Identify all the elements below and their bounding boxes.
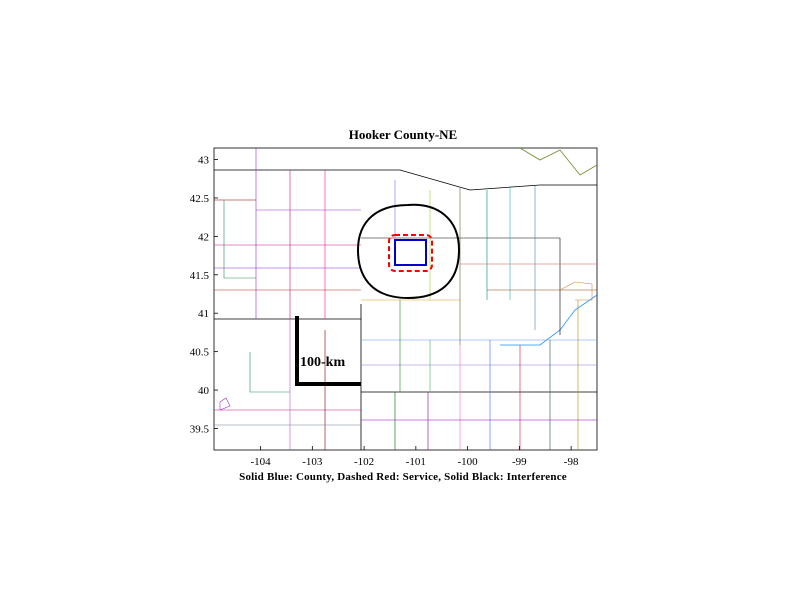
scale-bar-label: 100-km: [300, 355, 345, 370]
x-tick-label: -102: [354, 456, 374, 468]
county-boundary: [394, 239, 427, 266]
interference-contour: [356, 203, 461, 300]
y-tick-label: 41.5: [190, 270, 210, 282]
state-line: [214, 169, 597, 191]
y-tick-label: 39.5: [190, 423, 210, 435]
y-tick-label: 41: [198, 308, 209, 320]
x-tick-label: -104: [250, 456, 271, 468]
x-tick-label: -101: [406, 456, 426, 468]
county-grid: [214, 148, 597, 450]
x-tick-label: -100: [458, 456, 479, 468]
map-plot-area: 100-km: [213, 147, 598, 451]
county-line: [219, 397, 231, 411]
scale-bar: 100-km: [295, 316, 361, 386]
y-tick-label: 40.5: [190, 347, 210, 359]
x-tick-label: -99: [512, 456, 527, 468]
map-title: Hooker County-NE: [349, 127, 457, 142]
x-axis-ticks: -104 -103 -102 -101 -100 -99 -98: [250, 446, 579, 468]
county-line: [559, 281, 593, 301]
county-line: [361, 237, 561, 335]
y-tick-label: 43: [198, 155, 210, 167]
x-tick-label: -98: [564, 456, 579, 468]
state-line: [519, 147, 598, 176]
plot-frame: [213, 147, 598, 451]
y-tick-label: 42: [198, 231, 209, 243]
scale-bar-line: [295, 316, 361, 386]
x-tick-label: -103: [302, 456, 323, 468]
y-tick-label: 42.5: [190, 193, 210, 205]
map-caption: Solid Blue: County, Dashed Red: Service,…: [239, 471, 567, 483]
county-line: [223, 200, 256, 279]
county-line: [249, 352, 290, 393]
service-contour: [388, 234, 433, 272]
y-axis-ticks: 43 42.5 42 41.5 41 40.5 40 39.5: [190, 155, 218, 435]
y-tick-label: 40: [198, 385, 210, 397]
